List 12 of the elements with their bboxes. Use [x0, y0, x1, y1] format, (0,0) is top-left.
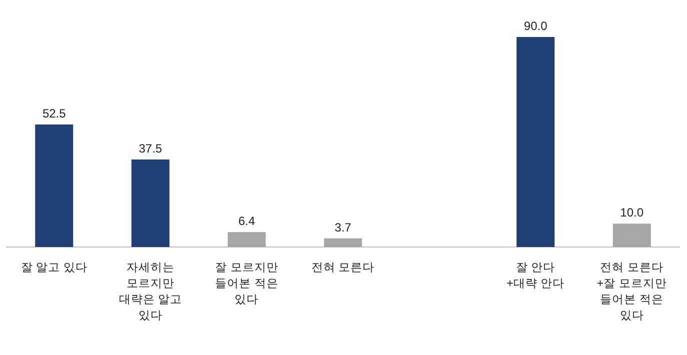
- x-tick-label: 전혀 모른다 +잘 모르지만 들어본 적은 있다: [596, 261, 668, 324]
- x-tick-label: 잘 알고 있다: [20, 261, 88, 276]
- data-label: 90.0: [524, 19, 548, 33]
- data-label: 37.5: [138, 142, 162, 156]
- x-tick-label: 잘 안다 +대략 안다: [506, 261, 566, 292]
- data-label: 10.0: [620, 206, 644, 220]
- x-tick-label: 잘 모르지만 들어본 적은 있다: [214, 261, 280, 308]
- x-tick-label: 자세히는 모르지만 대략은 알고 있다: [118, 261, 184, 324]
- data-label: 3.7: [334, 220, 352, 234]
- data-label: 6.4: [238, 214, 256, 228]
- x-tick-label: 전혀 모른다: [310, 261, 376, 276]
- data-label: 52.5: [42, 106, 66, 120]
